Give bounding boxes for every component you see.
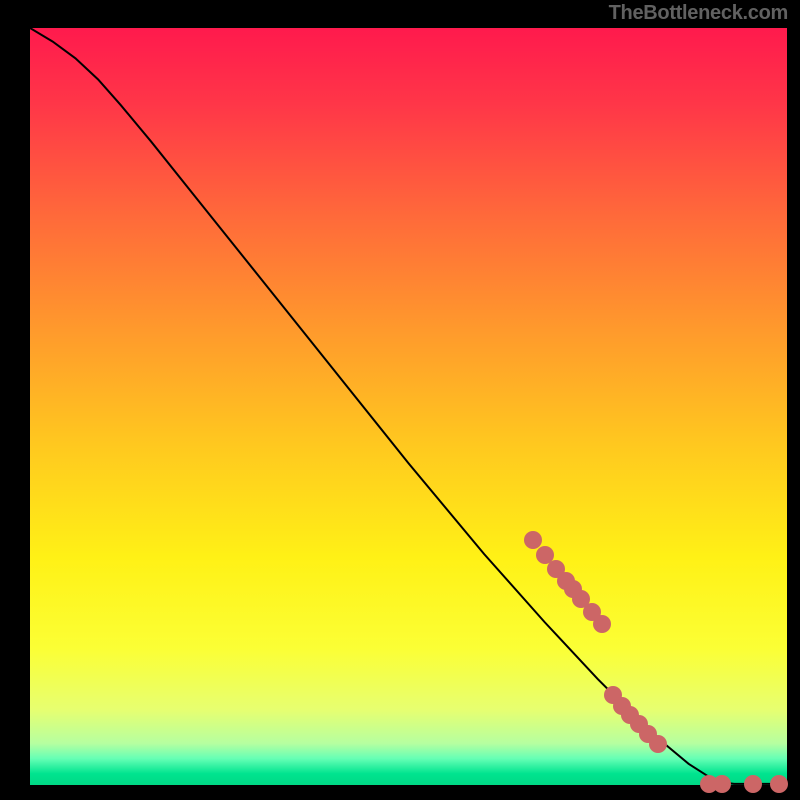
data-point-marker <box>593 615 611 633</box>
marker-layer <box>30 28 787 785</box>
chart-plot-area <box>30 28 787 785</box>
attribution-text: TheBottleneck.com <box>609 2 788 25</box>
data-point-marker <box>713 775 731 793</box>
data-point-marker <box>744 775 762 793</box>
data-point-marker <box>770 775 788 793</box>
data-point-marker <box>649 735 667 753</box>
